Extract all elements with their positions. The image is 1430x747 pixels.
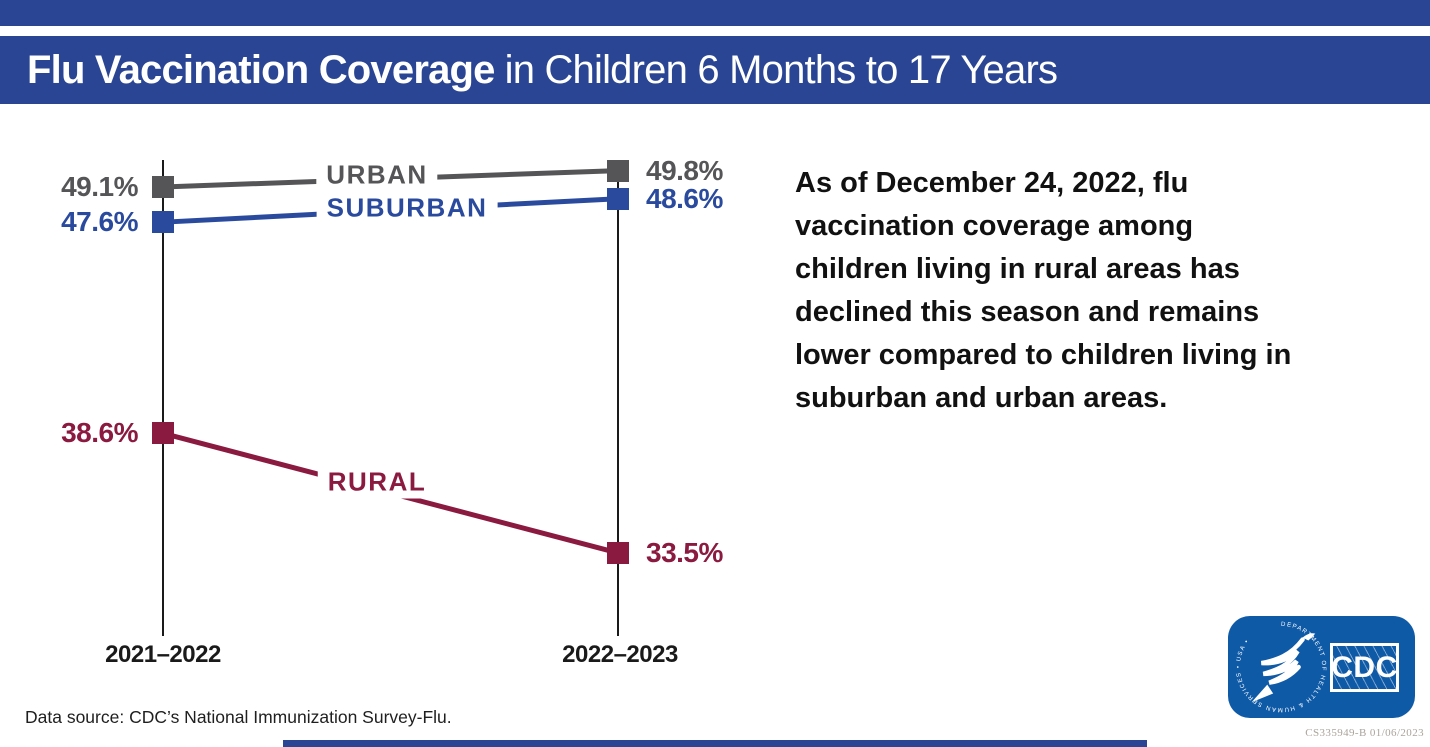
top-accent-bar: [0, 0, 1430, 26]
bottom-accent-bar: [283, 740, 1147, 747]
eagle-head: [1302, 633, 1316, 641]
cdc-logo-text: CDC: [1330, 643, 1399, 692]
season-axis-1: [617, 160, 619, 636]
value-label-rural-2021–2022: 38.6%: [61, 417, 138, 449]
value-label-suburban-2021–2022: 47.6%: [61, 206, 138, 238]
data-point-urban-2022–2023: [607, 159, 629, 182]
document-id: CS335949-B 01/06/2023: [1305, 727, 1424, 739]
summary-text: As of December 24, 2022, flu vaccination…: [795, 167, 1292, 414]
eagle-tail: [1251, 684, 1274, 703]
series-label-urban: URBAN: [316, 158, 438, 192]
cdc-hhs-logo: DEPARTMENT OF HEALTH & HUMAN SERVICES • …: [1228, 616, 1415, 718]
value-label-suburban-2022–2023: 48.6%: [646, 182, 723, 214]
value-label-urban-2021–2022: 49.1%: [61, 171, 138, 202]
data-point-suburban-2021–2022: [152, 211, 174, 234]
series-label-suburban: SUBURBAN: [316, 191, 498, 225]
data-source-note: Data source: CDC’s National Immunization…: [25, 707, 452, 727]
page-title-rest: in Children 6 Months to 17 Years: [504, 47, 1058, 92]
season-axis-0: [162, 160, 164, 636]
trend-lines: [162, 168, 619, 556]
x-axis-label-0: 2021–2022: [105, 641, 221, 668]
value-label-urban-2022–2023: 49.8%: [646, 154, 723, 186]
data-point-rural-2021–2022: [152, 422, 174, 445]
hhs-eagle-icon: DEPARTMENT OF HEALTH & HUMAN SERVICES • …: [1236, 622, 1325, 712]
data-point-suburban-2022–2023: [607, 187, 629, 210]
x-axis-label-1: 2022–2023: [562, 641, 678, 668]
data-point-urban-2021–2022: [152, 176, 174, 198]
line-chart: URBAN 49.1% 49.8% SUBURBAN 47.6% 48.6% RURAL 38…: [61, 154, 723, 668]
page-title-emphasis: Flu Vaccination Coverage: [27, 47, 495, 92]
series-label-rural: RURAL: [317, 465, 437, 499]
eagle-wing-strokes: [1260, 637, 1305, 685]
data-point-rural-2022–2023: [607, 541, 629, 564]
title-band: Flu Vaccination Coverage in Children 6 M…: [0, 36, 1430, 104]
value-label-rural-2022–2023: 33.5%: [646, 536, 723, 568]
